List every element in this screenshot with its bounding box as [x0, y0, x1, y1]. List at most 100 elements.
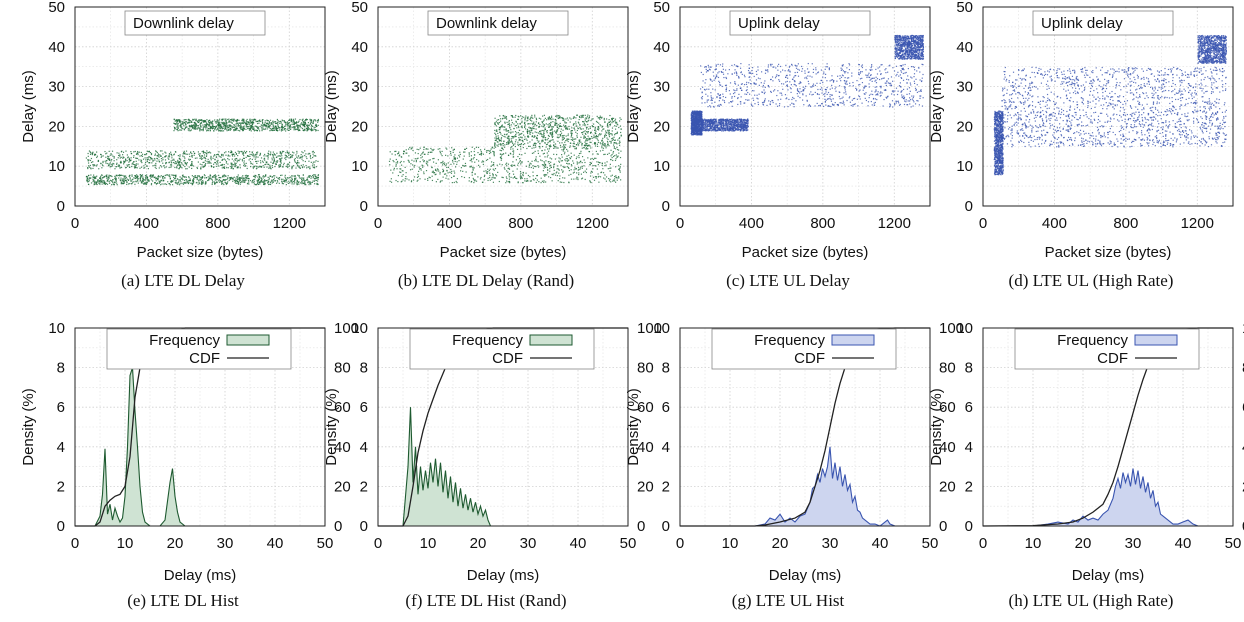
scatter-point — [297, 126, 299, 128]
scatter-point — [543, 125, 545, 127]
scatter-point — [202, 179, 204, 182]
scatter-point — [550, 158, 553, 160]
scatter-point — [204, 175, 206, 177]
scatter-point — [522, 130, 524, 133]
scatter-point — [245, 121, 247, 123]
scatter-point — [494, 167, 497, 170]
scatter-point — [508, 142, 510, 145]
scatter-point — [87, 174, 90, 177]
scatter-point — [309, 156, 311, 158]
scatter-point — [388, 160, 391, 162]
scatter-point — [136, 167, 138, 169]
scatter-point — [568, 128, 571, 130]
scatter-point — [541, 145, 544, 148]
scatter-point — [230, 162, 232, 164]
scatter-point — [171, 159, 174, 161]
scatter-point — [120, 183, 122, 185]
scatter-point — [179, 179, 181, 181]
scatter-point — [602, 128, 604, 130]
scatter-point — [577, 144, 580, 146]
scatter-point — [596, 153, 598, 155]
scatter-point — [588, 119, 590, 121]
scatter-point — [142, 177, 144, 179]
scatter-point — [137, 153, 139, 156]
scatter-point — [313, 128, 315, 131]
scatter-point — [270, 168, 272, 170]
scatter-point — [89, 151, 91, 153]
scatter-point — [418, 170, 420, 172]
scatter-point — [451, 182, 453, 184]
scatter-point — [611, 137, 613, 140]
scatter-point — [261, 128, 263, 130]
scatter-point — [269, 167, 272, 169]
scatter-point — [463, 176, 466, 179]
scatter-point — [224, 127, 227, 130]
scatter-point — [596, 145, 599, 147]
scatter-point — [507, 142, 509, 144]
scatter-point — [617, 124, 619, 126]
scatter-point — [89, 177, 91, 180]
scatter-point — [495, 135, 497, 137]
scatter-point — [255, 183, 257, 186]
scatter-point — [260, 120, 262, 123]
scatter-point — [697, 118, 699, 121]
scatter-point — [167, 155, 170, 157]
scatter-point — [560, 132, 563, 134]
scatter-point — [223, 166, 226, 168]
scatter-point — [260, 157, 263, 159]
scatter-point — [233, 129, 235, 131]
scatter-point — [490, 165, 492, 167]
scatter-point — [222, 125, 224, 127]
scatter-point — [421, 164, 423, 166]
plot-frame — [377, 6, 629, 207]
scatter-point — [565, 122, 568, 124]
scatter-point — [314, 179, 316, 181]
scatter-point — [225, 160, 228, 163]
scatter-point — [121, 182, 123, 185]
scatter-point — [589, 181, 591, 183]
scatter-point — [242, 122, 245, 125]
scatter-point — [608, 145, 610, 147]
scatter-point — [301, 181, 303, 183]
scatter-point — [87, 160, 89, 162]
scatter-point — [100, 177, 102, 180]
scatter-point — [615, 142, 617, 144]
scatter-point — [517, 181, 519, 183]
scatter-point — [182, 121, 184, 123]
scatter-point — [165, 155, 167, 157]
scatter-point — [505, 182, 507, 184]
scatter-point — [233, 126, 235, 128]
scatter-point — [569, 146, 571, 148]
scatter-point — [308, 124, 310, 126]
scatter-point — [602, 149, 604, 151]
scatter-point — [505, 118, 508, 120]
scatter-point — [537, 132, 540, 134]
scatter-point — [507, 130, 510, 132]
scatter-point — [284, 154, 286, 156]
scatter-point — [508, 141, 510, 144]
scatter-point — [251, 128, 254, 130]
scatter-point — [160, 165, 162, 167]
scatter-point — [274, 126, 277, 128]
scatter-point — [507, 163, 510, 165]
scatter-point — [194, 176, 197, 179]
scatter-point — [506, 165, 508, 167]
scatter-point — [312, 121, 314, 123]
scatter-point — [583, 122, 586, 125]
scatter-point — [541, 164, 544, 166]
scatter-point — [100, 180, 102, 182]
scatter-point — [502, 142, 504, 145]
scatter-point — [176, 183, 178, 185]
scatter-point — [539, 142, 541, 145]
scatter-point — [209, 130, 211, 132]
scatter-point — [220, 126, 222, 128]
scatter-point — [564, 151, 566, 153]
scatter-point — [112, 179, 114, 181]
scatter-point — [591, 118, 593, 120]
scatter-point — [215, 182, 217, 184]
scatter-point — [496, 164, 498, 166]
scatter-point — [183, 129, 186, 131]
scatter-point — [568, 159, 570, 161]
scatter-point — [571, 129, 573, 132]
scatter-point — [462, 151, 465, 153]
